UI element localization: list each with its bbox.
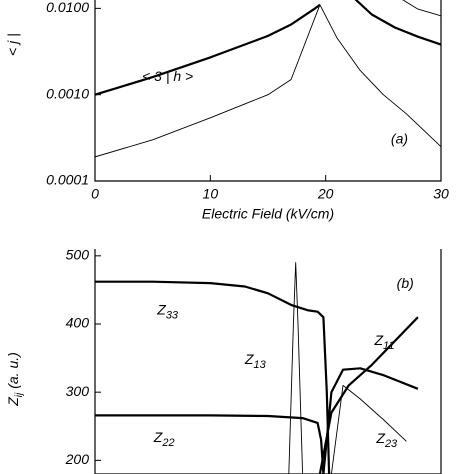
annotation-sub: 22: [161, 437, 174, 449]
line: [288, 262, 304, 474]
line: [95, 4, 441, 158]
annotation: < 3 | h >: [142, 68, 193, 84]
y-tick-label: 0.0010: [46, 85, 89, 101]
annotation-sub: 13: [253, 359, 266, 371]
x-tick-label: 30: [433, 186, 449, 202]
line: [95, 3, 321, 96]
annotation-sub: 23: [384, 438, 398, 450]
plot-area: [95, 262, 419, 474]
y-axis-label-unit: (a. u.): [5, 352, 21, 389]
annotation: Z22: [153, 429, 175, 449]
line: [95, 414, 325, 474]
annotation-text: (b): [397, 274, 414, 290]
y-tick-label: 0.0100: [46, 0, 89, 15]
y-tick-label: 400: [66, 315, 90, 331]
annotation: (a): [391, 131, 408, 147]
y-tick-label: 0.0001: [46, 172, 89, 188]
x-tick-label: 20: [317, 186, 334, 202]
x-tick-label: 0: [91, 186, 99, 202]
annotation-sub: 33: [166, 309, 179, 321]
x-axis-label: Electric Field (kV/cm): [202, 206, 334, 222]
annotation: Z23: [375, 430, 398, 450]
annotation: Z33: [156, 301, 179, 321]
y-axis-label-main: Z: [5, 397, 21, 407]
line: [322, 367, 419, 474]
line: [354, 0, 441, 46]
x-tick-label: 10: [203, 186, 219, 202]
y-tick-label: 500: [66, 247, 90, 263]
annotation: Z11: [373, 332, 394, 352]
line: [330, 384, 407, 474]
annotation-text: Z: [156, 301, 166, 317]
y-axis-label: < j |: [5, 33, 21, 56]
annotation-text: Z: [375, 430, 385, 446]
y-tick-label: 300: [66, 383, 90, 399]
axes: [94, 249, 442, 474]
line: [402, 0, 441, 17]
y-axis-label: Zij (a. u.): [5, 352, 25, 407]
annotation-text: Z: [373, 332, 383, 348]
annotation-text: Z: [244, 351, 254, 367]
y-tick-label: 200: [65, 451, 90, 467]
plot-area: [95, 0, 441, 158]
annotation-sub: 11: [383, 340, 394, 352]
annotation: (b): [397, 274, 414, 290]
axes: [94, 0, 442, 182]
annotation: Z13: [244, 351, 267, 371]
annotation-text: Z: [153, 429, 163, 445]
y-axis-label-sub: ij: [14, 392, 25, 397]
line: [95, 280, 331, 474]
